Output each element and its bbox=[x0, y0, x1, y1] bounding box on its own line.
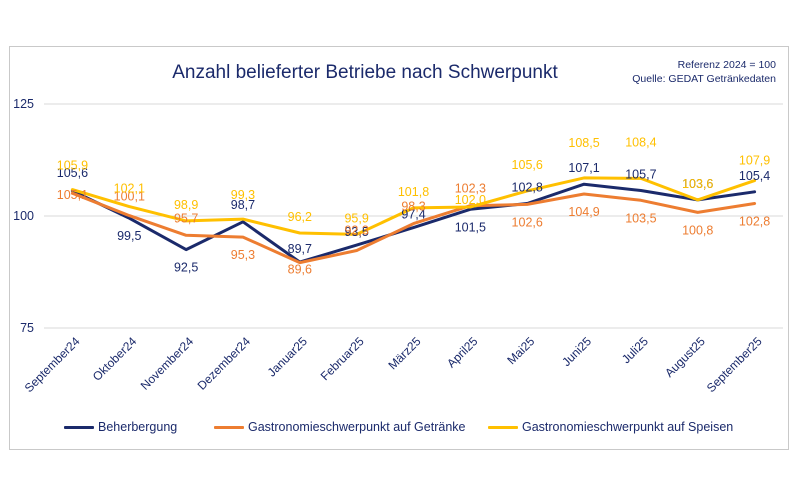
data-label: 107,1 bbox=[568, 161, 599, 175]
data-label: 102,1 bbox=[114, 182, 145, 196]
data-label: 99,3 bbox=[231, 188, 255, 202]
x-tick-label: September25 bbox=[704, 334, 765, 395]
legend-swatch bbox=[214, 426, 244, 430]
data-label: 103,6 bbox=[682, 177, 713, 191]
legend-label: Gastronomieschwerpunkt auf Getränke bbox=[248, 420, 466, 434]
data-label: 105,1 bbox=[57, 188, 88, 202]
data-label: 102,0 bbox=[455, 193, 486, 207]
x-tick-label: Juli25 bbox=[619, 334, 651, 366]
chart-title: Anzahl belieferter Betriebe nach Schwerp… bbox=[172, 62, 558, 83]
data-label: 99,5 bbox=[117, 229, 141, 243]
series-line-1 bbox=[70, 191, 757, 265]
data-label: 100,1 bbox=[114, 190, 145, 204]
data-label: 101,8 bbox=[398, 185, 429, 199]
x-tick-label: September24 bbox=[22, 334, 83, 395]
data-label: 108,5 bbox=[568, 136, 599, 150]
legend-swatch bbox=[488, 426, 518, 430]
x-tick-label: Juni25 bbox=[559, 334, 594, 369]
x-tick-label: April25 bbox=[444, 334, 481, 371]
data-label: 98,9 bbox=[174, 198, 198, 212]
data-label: 103,6 bbox=[682, 177, 713, 191]
data-label: 93,5 bbox=[344, 225, 368, 239]
data-label: 102,6 bbox=[512, 215, 543, 229]
y-tick-label: 75 bbox=[20, 321, 34, 335]
x-tick-label: August25 bbox=[662, 334, 708, 380]
x-tick-label: November24 bbox=[138, 334, 197, 393]
data-label: 97,4 bbox=[401, 208, 425, 222]
data-label: 92,3 bbox=[344, 223, 368, 237]
data-label: 108,4 bbox=[625, 135, 656, 149]
series-line-0 bbox=[70, 182, 757, 264]
data-label: 95,9 bbox=[344, 211, 368, 225]
data-label: 95,3 bbox=[231, 248, 255, 262]
data-label: 96,2 bbox=[288, 210, 312, 224]
data-label: 102,8 bbox=[739, 214, 770, 228]
data-label: 105,7 bbox=[625, 167, 656, 181]
x-tick-label: Mai25 bbox=[504, 334, 537, 367]
x-tick-label: März25 bbox=[385, 334, 423, 372]
legend-item-beherbergung: Beherbergung bbox=[64, 420, 177, 434]
data-label: 98,3 bbox=[401, 200, 425, 214]
data-label: 105,4 bbox=[739, 169, 770, 183]
chart-reference-note: Referenz 2024 = 100 Quelle: GEDAT Geträn… bbox=[632, 58, 776, 86]
data-label: 103,5 bbox=[625, 211, 656, 225]
data-label: 102,3 bbox=[455, 182, 486, 196]
x-tick-label: Dezember24 bbox=[195, 334, 254, 393]
y-tick-label: 100 bbox=[13, 209, 34, 223]
data-label: 105,6 bbox=[57, 166, 88, 180]
source-label: Quelle: GEDAT Getränkedaten bbox=[632, 73, 776, 85]
series-line-2 bbox=[70, 176, 757, 236]
legend-label: Beherbergung bbox=[98, 420, 178, 434]
data-label: 98,7 bbox=[231, 198, 255, 212]
data-label: 100,8 bbox=[682, 223, 713, 237]
x-tick-label: Oktober24 bbox=[90, 334, 140, 384]
data-label: 89,6 bbox=[288, 263, 312, 277]
legend-swatch bbox=[64, 426, 94, 430]
legend-label: Gastronomieschwerpunkt auf Speisen bbox=[522, 420, 734, 434]
reference-label: Referenz 2024 = 100 bbox=[677, 59, 776, 71]
data-label: 105,9 bbox=[57, 159, 88, 173]
legend-item-getraenke: Gastronomieschwerpunkt auf Getränke bbox=[214, 420, 465, 434]
data-label: 107,9 bbox=[739, 154, 770, 168]
data-label: 104,9 bbox=[568, 205, 599, 219]
x-tick-label: Januar25 bbox=[265, 334, 311, 380]
data-label: 101,5 bbox=[455, 220, 486, 234]
data-label: 89,7 bbox=[288, 242, 312, 256]
y-tick-label: 125 bbox=[13, 97, 34, 111]
data-label: 105,6 bbox=[512, 158, 543, 172]
x-tick-label: Februar25 bbox=[318, 334, 367, 383]
legend-item-speisen: Gastronomieschwerpunkt auf Speisen bbox=[488, 420, 733, 434]
data-label: 92,5 bbox=[174, 261, 198, 275]
chart-frame bbox=[9, 46, 789, 450]
data-label: 102,8 bbox=[512, 180, 543, 194]
data-label: 95,7 bbox=[174, 211, 198, 225]
